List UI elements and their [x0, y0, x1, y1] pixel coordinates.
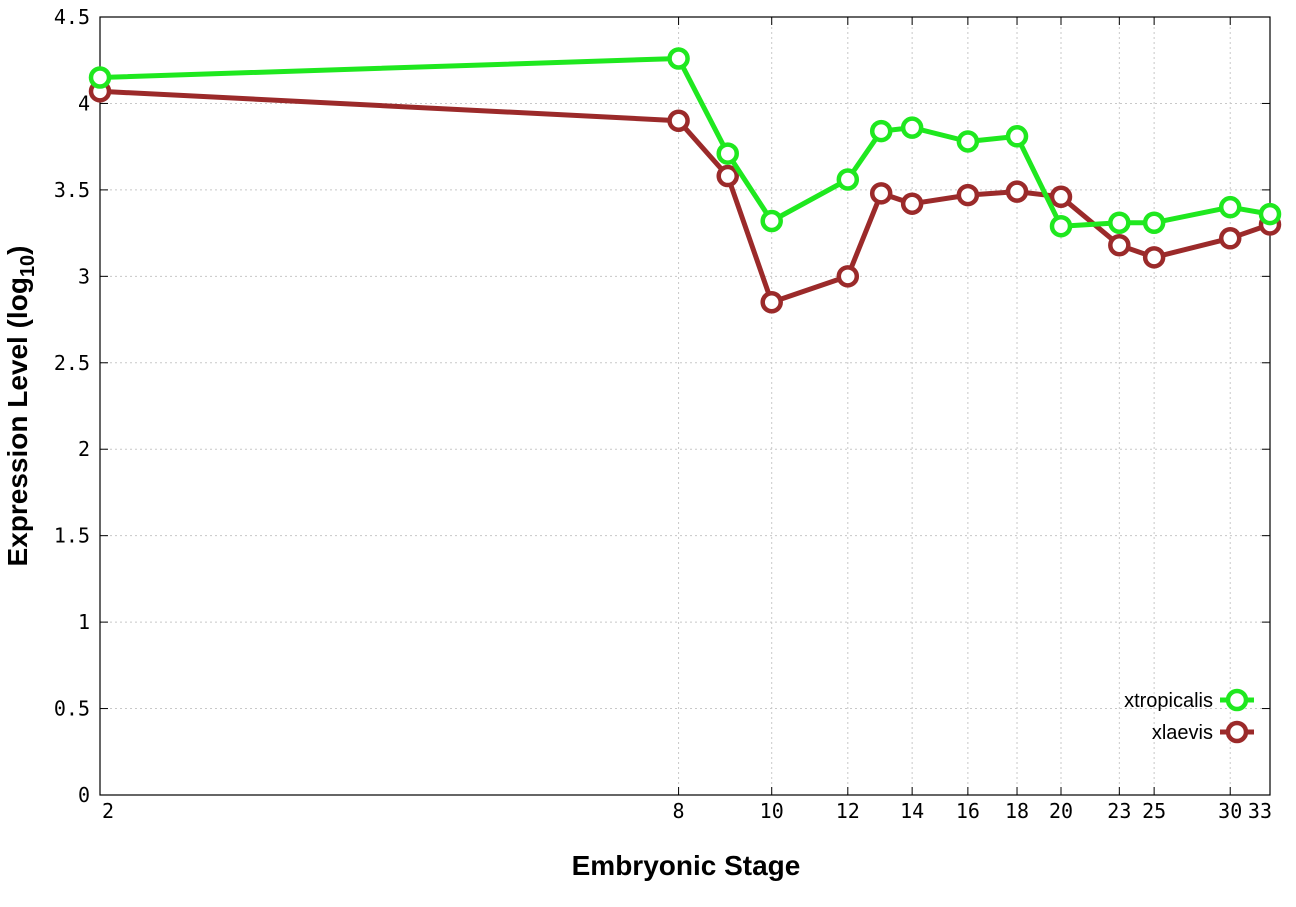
y-tick-label: 0: [78, 783, 90, 807]
y-tick-label: 4.5: [54, 5, 90, 29]
data-point-xlaevis: [1005, 180, 1029, 203]
data-point-xtropicalis: [88, 66, 112, 89]
y-axis-title: Expression Level (log10): [2, 246, 39, 567]
legend-entry-xtropicalis: xtropicalis: [1124, 688, 1254, 712]
x-tick-label: 16: [956, 799, 980, 823]
x-tick-label: 14: [900, 799, 924, 823]
grid-lines: [100, 17, 1270, 795]
data-point-xtropicalis: [836, 168, 860, 191]
series-xlaevis: [88, 80, 1282, 314]
y-tick-label: 3: [78, 264, 90, 288]
data-point-xtropicalis: [1142, 211, 1166, 234]
data-point-xlaevis: [1142, 246, 1166, 269]
data-point-xlaevis: [667, 109, 690, 132]
data-point-xtropicalis: [1049, 214, 1073, 238]
data-point-xtropicalis: [1258, 202, 1282, 226]
data-point-xtropicalis: [667, 47, 690, 70]
data-point-xtropicalis: [1005, 125, 1029, 148]
data-point-xtropicalis: [869, 119, 893, 143]
data-point-xtropicalis: [716, 142, 739, 165]
data-point-xlaevis: [1049, 185, 1073, 209]
y-axis-title-subscript: 10: [17, 255, 39, 277]
y-axis-tick-labels: 0 0.5 1 1.5 2 2.5 3 3.5 4 4.5: [54, 5, 90, 807]
data-point-xlaevis: [1108, 233, 1131, 257]
y-axis-title-end: ): [2, 246, 33, 255]
legend-marker-swatch: [1225, 688, 1249, 712]
y-tick-label: 0.5: [54, 697, 90, 721]
legend-label: xtropicalis: [1124, 690, 1213, 712]
data-point-xlaevis: [760, 291, 783, 314]
data-point-xlaevis: [1218, 227, 1242, 250]
series-line-xtropicalis: [99, 56, 1271, 229]
data-point-xlaevis: [956, 183, 980, 207]
legend-entry-xlaevis: xlaevis: [1152, 720, 1254, 744]
data-point-xtropicalis: [1108, 211, 1131, 234]
data-point-xtropicalis: [760, 209, 783, 233]
x-axis-tick-labels: 2 8 10 12 14 16 18 20 23 25 30 33: [102, 799, 1272, 823]
x-tick-label: 2: [102, 799, 114, 823]
axis-ticks: [99, 16, 1271, 796]
y-tick-label: 1.5: [54, 524, 90, 548]
x-tick-label: 18: [1005, 799, 1029, 823]
x-tick-label: 23: [1107, 799, 1131, 823]
data-point-xtropicalis: [900, 116, 924, 139]
y-axis-title-main: Expression Level (log: [2, 277, 33, 566]
y-tick-label: 2: [78, 437, 90, 461]
plot-frame: [99, 16, 1271, 796]
legend-label: xlaevis: [1152, 722, 1213, 744]
data-point-xlaevis: [869, 182, 893, 205]
x-tick-label: 20: [1049, 799, 1073, 823]
x-tick-label: 12: [836, 799, 860, 823]
y-tick-label: 1: [78, 610, 90, 634]
series-layer: [88, 47, 1282, 314]
y-tick-label: 4: [78, 91, 90, 115]
x-tick-label: 25: [1142, 799, 1166, 823]
data-point-xtropicalis: [1218, 195, 1242, 219]
data-point-xlaevis: [900, 192, 924, 215]
legend-marker-swatch: [1225, 720, 1249, 744]
data-point-xlaevis: [836, 265, 860, 288]
x-tick-label: 8: [673, 799, 685, 823]
y-tick-label: 3.5: [54, 178, 90, 202]
legend: xtropicalis xlaevis: [1124, 688, 1254, 744]
data-point-xlaevis: [716, 164, 739, 188]
series-xtropicalis: [88, 47, 1282, 238]
x-axis-title: Embryonic Stage: [572, 850, 801, 881]
y-tick-label: 2.5: [54, 351, 90, 375]
data-point-xtropicalis: [956, 130, 980, 153]
x-tick-label: 33: [1248, 799, 1272, 823]
x-tick-label: 10: [760, 799, 784, 823]
x-tick-label: 30: [1218, 799, 1242, 823]
